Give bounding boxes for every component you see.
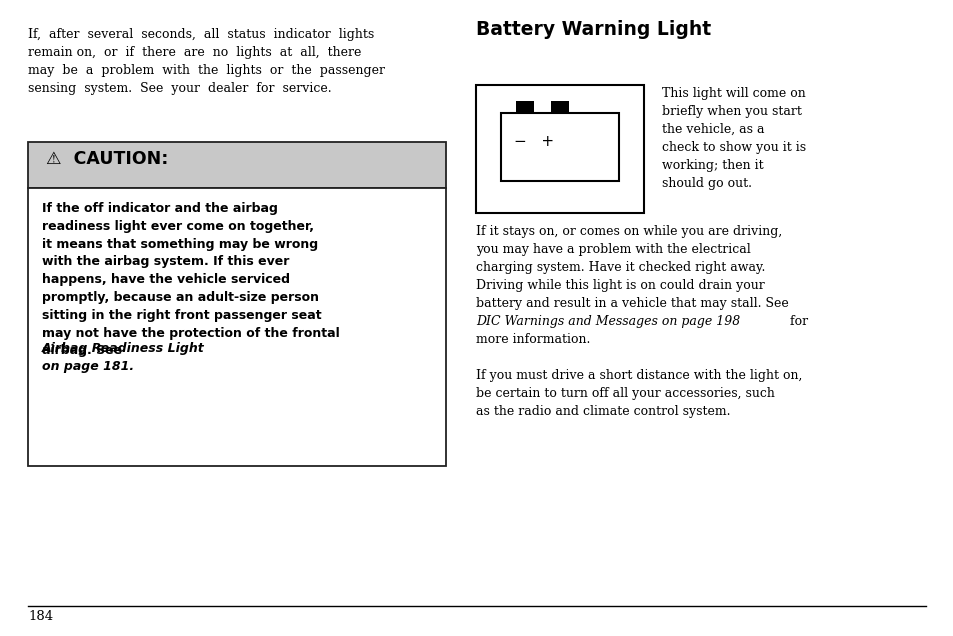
Bar [551,101,568,113]
Text: This light will come on
briefly when you start
the vehicle, as a
check to show y: This light will come on briefly when you… [661,87,805,190]
Text: Airbag Readiness Light
on page 181.: Airbag Readiness Light on page 181. [42,342,205,373]
Text: ⚠  CAUTION:: ⚠ CAUTION: [46,150,168,168]
Text: If you must drive a short distance with the light on,
be certain to turn off all: If you must drive a short distance with … [476,369,801,418]
Text: more information.: more information. [476,333,590,346]
Text: 184: 184 [28,610,53,623]
Text: Battery Warning Light: Battery Warning Light [476,20,710,39]
Bar [476,85,643,213]
Bar [500,113,618,181]
Text: If the off indicator and the airbag
readiness light ever come on together,
it me: If the off indicator and the airbag read… [42,202,339,357]
Bar [28,188,446,466]
Text: If it stays on, or comes on while you are driving,
you may have a problem with t: If it stays on, or comes on while you ar… [476,225,788,310]
Text: −   +: − + [514,134,554,149]
Bar [28,142,446,188]
Text: If,  after  several  seconds,  all  status  indicator  lights
remain on,  or  if: If, after several seconds, all status in… [28,28,385,95]
Text: for: for [785,315,807,328]
Bar [516,101,534,113]
Text: DIC Warnings and Messages on page 198: DIC Warnings and Messages on page 198 [476,315,740,328]
